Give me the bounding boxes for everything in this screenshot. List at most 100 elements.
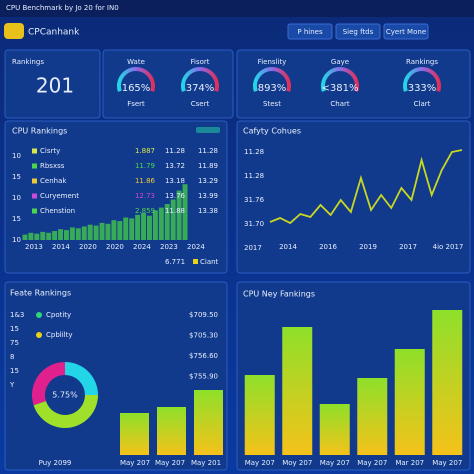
gauge-arc — [253, 67, 291, 92]
x-label: May 207 — [432, 459, 462, 467]
bar — [64, 230, 69, 240]
table-cell: 2.859 — [135, 207, 155, 215]
side-label: 15 — [12, 215, 21, 223]
gauge-value: 374% — [186, 83, 215, 94]
bar — [357, 378, 388, 455]
table-cell: 13.38 — [198, 207, 218, 215]
bar — [46, 232, 52, 240]
header-button[interactable] — [383, 23, 429, 40]
legend-label: 6.771 — [165, 258, 185, 266]
bar — [58, 229, 63, 240]
row-marker — [32, 193, 37, 199]
side-label: 1&3 — [10, 311, 24, 319]
gauge-arc — [117, 67, 155, 92]
header-button[interactable] — [287, 23, 333, 40]
bar — [282, 327, 313, 455]
x-label: 2024 — [133, 243, 151, 251]
donut-segment — [65, 362, 98, 395]
table-cell: Cisrty — [40, 147, 60, 155]
gauge-value: <381% — [322, 83, 359, 94]
bar — [52, 231, 58, 240]
kpi-value: 201 — [36, 74, 74, 98]
x-label: May 207 — [320, 459, 350, 467]
table-cell: 13.76 — [165, 192, 186, 200]
y-label: 2017 — [244, 244, 262, 252]
side-label: Y — [9, 381, 15, 389]
legend-swatch — [193, 259, 198, 264]
title-bar — [0, 0, 474, 17]
donut-segment — [31, 362, 65, 406]
donut-segment — [33, 395, 98, 428]
bar — [432, 310, 463, 455]
row-marker — [32, 148, 37, 154]
logo-text: CPCanhank — [28, 28, 80, 38]
logo-icon — [4, 23, 24, 39]
button-label[interactable]: P hines — [297, 28, 323, 36]
x-label: May 207 — [245, 459, 275, 467]
bar — [34, 233, 40, 240]
bar — [93, 225, 99, 240]
side-label: 10 — [12, 194, 21, 202]
bar — [164, 204, 170, 240]
bar — [170, 199, 176, 240]
table-cell: Cenhak — [40, 177, 67, 185]
table-cell: 13.99 — [198, 192, 218, 200]
x-label: May 207 — [357, 459, 387, 467]
x-label: 2020 — [106, 243, 124, 251]
panel-title: Feate Rankings — [10, 289, 71, 298]
side-label: 15 — [12, 173, 21, 181]
side-label: 10 — [12, 152, 21, 160]
gauge-arc — [321, 67, 359, 92]
panel — [236, 120, 471, 274]
table-cell: 11.28 — [198, 147, 218, 155]
bar — [81, 226, 87, 240]
table-cell: 13.72 — [165, 162, 185, 170]
kpi-label: Rankings — [12, 58, 44, 66]
panel-title: CPU Rankings — [12, 127, 67, 136]
gauge-value: 333% — [408, 83, 437, 94]
bar — [40, 231, 46, 240]
x-label: 2013 — [25, 243, 43, 251]
table-cell: Rbsxss — [40, 162, 65, 170]
bar — [111, 220, 117, 240]
bar — [87, 224, 93, 240]
row-marker — [32, 208, 37, 214]
table-cell: Chenstion — [40, 207, 75, 215]
table-cell: 11.28 — [165, 147, 185, 155]
kpi-card — [102, 49, 234, 119]
gauge-value: 893% — [258, 83, 287, 94]
bar — [117, 221, 123, 240]
table-cell: 11.79 — [135, 162, 155, 170]
bar — [394, 349, 425, 455]
bar — [152, 210, 158, 240]
y-label: 11.28 — [244, 172, 264, 180]
bar — [28, 232, 34, 240]
x-label: May 207 — [155, 459, 185, 467]
y-label: 31.76 — [244, 196, 265, 204]
gauge-sub: Clart — [414, 100, 431, 108]
legend-label: Cpblilty — [46, 331, 73, 339]
gauge-value: 165% — [122, 83, 151, 94]
line — [269, 149, 463, 225]
y-label: 11.28 — [244, 148, 264, 156]
bar — [194, 390, 223, 455]
table-cell: 13.18 — [165, 177, 185, 185]
button-label[interactable]: Sieg ftds — [343, 28, 374, 36]
table-cell: 12.73 — [135, 192, 155, 200]
y-label: 31.70 — [244, 220, 264, 228]
bar — [123, 217, 129, 240]
bar — [157, 407, 186, 455]
gauge-arc — [181, 67, 219, 92]
bar — [141, 213, 146, 240]
legend-dot — [36, 312, 42, 318]
gauge-label: Rankings — [406, 58, 438, 66]
header-button[interactable] — [335, 23, 381, 40]
side-label: 8 — [10, 353, 14, 361]
panel-title: Cafyty Cohues — [243, 127, 301, 136]
x-label: 2014 — [279, 243, 297, 251]
table-cell: 11.86 — [135, 177, 156, 185]
button-label[interactable]: Cyert Mone — [386, 28, 426, 36]
kpi-card — [236, 49, 471, 119]
x-label: Moy 207 — [282, 459, 312, 467]
legend-label: Ciant — [200, 258, 219, 266]
